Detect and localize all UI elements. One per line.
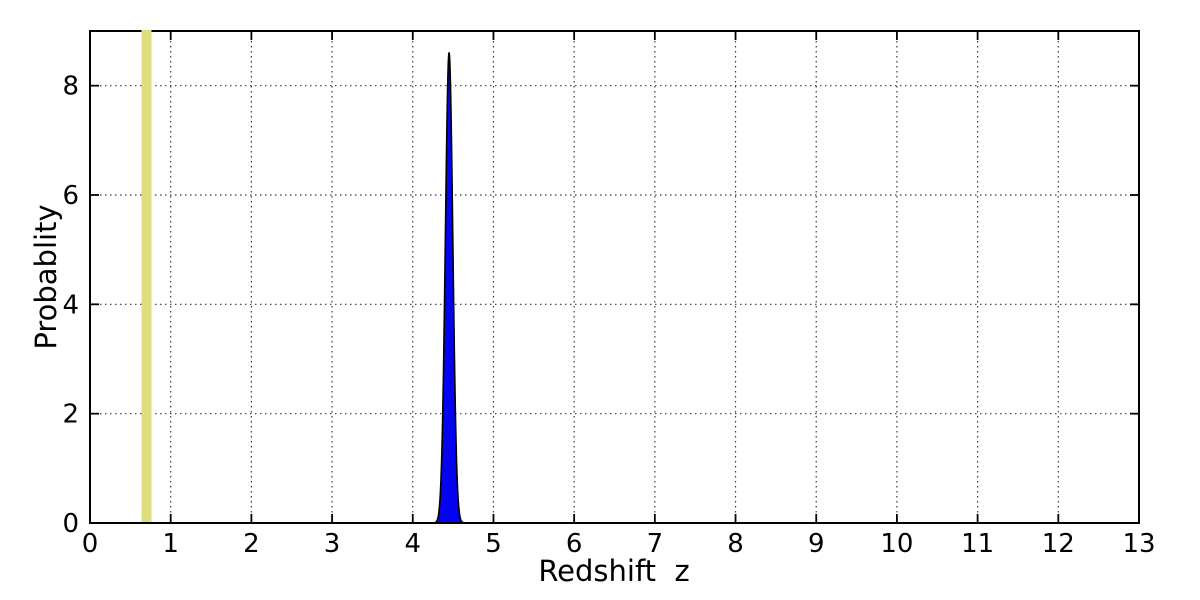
x-tick-label: 8 bbox=[727, 529, 744, 559]
x-tick-labels: 0 1 2 3 4 5 6 7 8 9 10 11 12 13 bbox=[82, 529, 1156, 559]
x-tick-label: 6 bbox=[566, 529, 583, 559]
x-tick-label: 9 bbox=[808, 529, 825, 559]
x-axis-label: Redshift z bbox=[538, 554, 689, 588]
pdf-curve bbox=[429, 52, 469, 524]
y-tick-label: 0 bbox=[62, 509, 79, 539]
x-tick-label: 7 bbox=[647, 529, 664, 559]
y-tick-label: 6 bbox=[62, 181, 79, 211]
y-axis-label: Probablity bbox=[29, 204, 63, 349]
reference-redshift-band bbox=[141, 30, 152, 522]
x-tick-label: 5 bbox=[485, 529, 502, 559]
y-tick-label: 8 bbox=[62, 72, 79, 102]
x-tick-label: 2 bbox=[243, 529, 260, 559]
y-tick-labels: 0 2 4 6 8 bbox=[62, 72, 79, 539]
reference-band-layer bbox=[141, 30, 152, 522]
x-tick-label: 12 bbox=[1042, 529, 1075, 559]
y-tick-label: 2 bbox=[62, 400, 79, 430]
x-tick-label: 11 bbox=[961, 529, 994, 559]
x-tick-label: 3 bbox=[324, 529, 341, 559]
gridlines bbox=[90, 31, 1139, 523]
x-tick-label: 13 bbox=[1122, 529, 1155, 559]
axes-frame bbox=[89, 30, 1140, 523]
x-tick-label: 10 bbox=[880, 529, 913, 559]
y-tick-label: 4 bbox=[62, 290, 79, 320]
x-tick-label: 1 bbox=[162, 529, 179, 559]
pdf-curve-layer bbox=[429, 52, 469, 524]
x-tick-label: 4 bbox=[404, 529, 421, 559]
tick-marks bbox=[89, 32, 1140, 524]
x-tick-label: 0 bbox=[82, 529, 99, 559]
